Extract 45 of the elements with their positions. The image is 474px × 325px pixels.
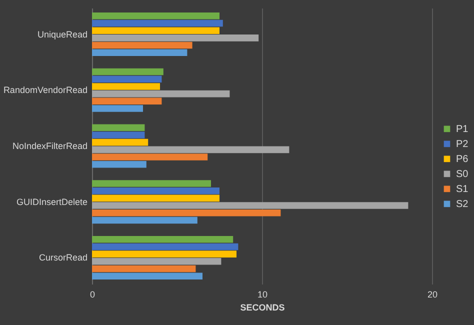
bar	[92, 236, 234, 243]
bar	[92, 180, 211, 187]
bar	[92, 194, 220, 202]
bar	[92, 202, 408, 209]
bar	[92, 265, 196, 272]
bar	[92, 187, 220, 194]
bar	[92, 76, 162, 82]
bar	[92, 146, 290, 154]
bar	[92, 132, 145, 138]
legend-label: S2	[456, 198, 469, 210]
legend-label: P6	[456, 154, 469, 165]
bar	[92, 124, 145, 131]
bar	[92, 250, 236, 258]
legend-label: S0	[456, 168, 469, 180]
bar	[92, 34, 259, 42]
bar	[92, 49, 188, 56]
bar	[92, 105, 143, 112]
legend-label: P2	[456, 138, 469, 150]
bar	[92, 83, 160, 90]
bar	[92, 272, 202, 280]
y-tick-label: RandomVendorRead	[3, 85, 88, 96]
legend-label: P1	[456, 124, 469, 135]
y-tick-label: GUIDInsertDelete	[16, 196, 88, 207]
y-tick-label: NoIndexFilterRead	[12, 141, 88, 151]
bar	[92, 161, 146, 168]
bar	[92, 98, 162, 105]
bar	[92, 20, 223, 27]
bar	[92, 90, 230, 98]
bar	[92, 216, 198, 224]
legend-label: S1	[456, 184, 469, 195]
bar	[92, 210, 281, 216]
bar	[92, 42, 192, 49]
x-tick-label: 0	[90, 290, 96, 300]
bar	[92, 12, 220, 20]
y-tick-label: CursorRead	[38, 252, 88, 263]
bar	[92, 154, 208, 160]
bar	[92, 243, 238, 250]
y-tick-label: UniqueRead	[37, 29, 88, 40]
x-tick-label: 20	[427, 290, 438, 300]
bar	[92, 138, 148, 146]
x-tick-label: 10	[257, 290, 268, 300]
bar	[92, 258, 222, 265]
x-axis-title: SECONDS	[240, 302, 285, 312]
bar	[92, 27, 220, 34]
bar	[92, 68, 164, 76]
